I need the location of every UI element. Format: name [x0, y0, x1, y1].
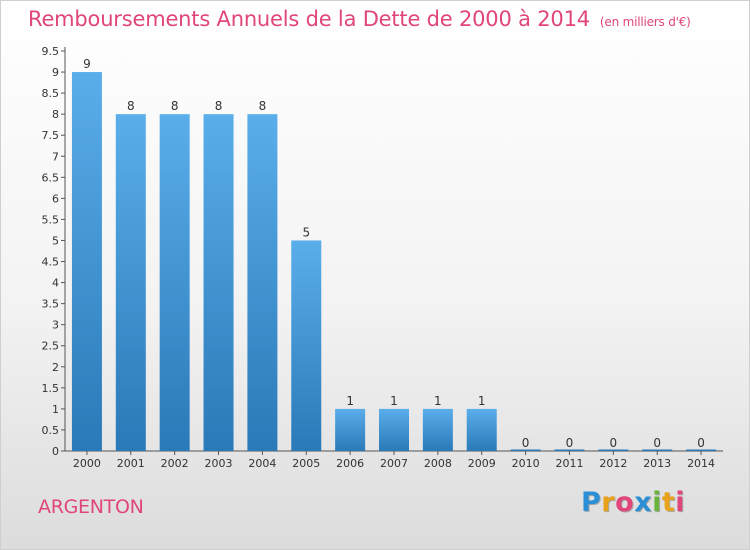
bar — [159, 114, 190, 451]
bar — [115, 114, 146, 451]
y-tick-label: 9 — [52, 66, 59, 79]
bar-value-label: 0 — [697, 436, 705, 450]
y-tick-label: 3.5 — [42, 298, 60, 311]
x-tick-label: 2009 — [468, 457, 496, 470]
logo-letter: i — [675, 487, 686, 518]
bar — [379, 408, 409, 451]
axes: 0 0.5 1 1.5 2 2.5 3 3.5 4 4.5 5 5.5 6 6.5 7 7.5 8 8.5 9 9.5… — [42, 45, 723, 470]
bar — [466, 408, 497, 451]
bar — [203, 114, 234, 451]
bar-value-label: 9 — [83, 57, 91, 71]
x-tick-label: 2011 — [555, 457, 583, 470]
bar-value-label: 1 — [346, 394, 354, 408]
commune-name: ARGENTON — [38, 496, 144, 518]
x-tick-label: 2012 — [599, 457, 627, 470]
title-text: Remboursements Annuels de la Dette de 20… — [28, 7, 590, 31]
proxiti-logo: Proxiti — [581, 487, 685, 518]
x-tick-label: 2006 — [336, 457, 364, 470]
y-tick-label: 2 — [52, 361, 59, 374]
x-tick-label: 2007 — [380, 457, 408, 470]
bar-value-label: 8 — [215, 99, 223, 113]
y-tick-label: 8 — [52, 108, 59, 121]
bar-value-label: 1 — [390, 394, 398, 408]
bar-value-label: 1 — [478, 394, 486, 408]
logo-letter: P — [581, 487, 602, 518]
x-tick-label: 2002 — [161, 457, 189, 470]
logo-letter: t — [661, 487, 676, 518]
bar — [335, 408, 366, 451]
y-tick-label: 2.5 — [42, 340, 60, 353]
bar — [554, 449, 585, 451]
x-tick-label: 2004 — [248, 457, 276, 470]
y-tick-label: 7 — [52, 150, 59, 163]
bar-value-label: 8 — [259, 99, 267, 113]
logo-letter: o — [615, 487, 635, 518]
logo-letter: r — [601, 487, 616, 518]
bar — [686, 449, 717, 451]
bar — [71, 72, 102, 451]
y-tick-label: 9.5 — [42, 45, 60, 58]
bar-value-label: 0 — [610, 436, 618, 450]
bar — [642, 449, 673, 451]
bar-value-label: 1 — [434, 394, 442, 408]
bar-value-label: 5 — [302, 225, 310, 239]
bar — [247, 114, 278, 451]
x-tick-label: 2000 — [73, 457, 101, 470]
y-tick-label: 8.5 — [42, 87, 60, 100]
bar-value-label: 8 — [127, 99, 135, 113]
y-tick-label: 3 — [52, 319, 59, 332]
chart-title: Remboursements Annuels de la Dette de 20… — [28, 7, 691, 31]
x-tick-label: 2014 — [687, 457, 715, 470]
y-tick-label: 1 — [52, 403, 59, 416]
bar — [291, 240, 322, 451]
bar-value-label: 0 — [653, 436, 661, 450]
logo-letter: i — [652, 487, 662, 518]
y-tick-label: 7.5 — [42, 129, 60, 142]
y-tick-label: 6 — [52, 192, 59, 205]
x-tick-label: 2005 — [292, 457, 320, 470]
value-labels: 9 8 8 8 8 5 1 1 1 1 0 0 0 0 0 — [83, 57, 705, 450]
y-tick-label: 4 — [52, 277, 59, 290]
y-tick-label: 0 — [52, 445, 59, 458]
logo-letter: x — [634, 487, 653, 518]
y-tick-label: 1.5 — [42, 382, 60, 395]
bar-value-label: 0 — [522, 436, 530, 450]
x-tick-label: 2010 — [512, 457, 540, 470]
bar — [422, 408, 453, 451]
y-tick-label: 5.5 — [42, 213, 60, 226]
y-tick-label: 4.5 — [42, 256, 60, 269]
bar-value-label: 8 — [171, 99, 179, 113]
x-tick-label: 2013 — [643, 457, 671, 470]
x-tick-label: 2008 — [424, 457, 452, 470]
bar — [598, 449, 629, 451]
bar-value-label: 0 — [566, 436, 574, 450]
y-tick-label: 5 — [52, 234, 59, 247]
bar — [510, 449, 541, 451]
x-tick-label: 2001 — [117, 457, 145, 470]
bars — [71, 72, 717, 451]
x-tick-label: 2003 — [205, 457, 233, 470]
y-tick-label: 6.5 — [42, 171, 60, 184]
unit-label: (en milliers d'€) — [599, 15, 691, 29]
y-tick-label: 0.5 — [42, 424, 60, 437]
